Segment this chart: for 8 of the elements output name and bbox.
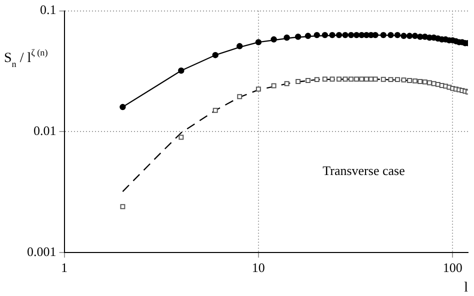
x-tick-label: 1 <box>61 260 68 275</box>
annotation: Transverse case <box>322 163 406 178</box>
y-tick-label: 0.01 <box>34 123 56 138</box>
x-axis-title: l <box>464 280 468 296</box>
x-tick-label: 100 <box>442 260 462 275</box>
y-tick-label: 0.001 <box>27 244 56 260</box>
x-tick-label: 10 <box>252 260 265 275</box>
y-tick-label: 0.1 <box>40 2 56 18</box>
